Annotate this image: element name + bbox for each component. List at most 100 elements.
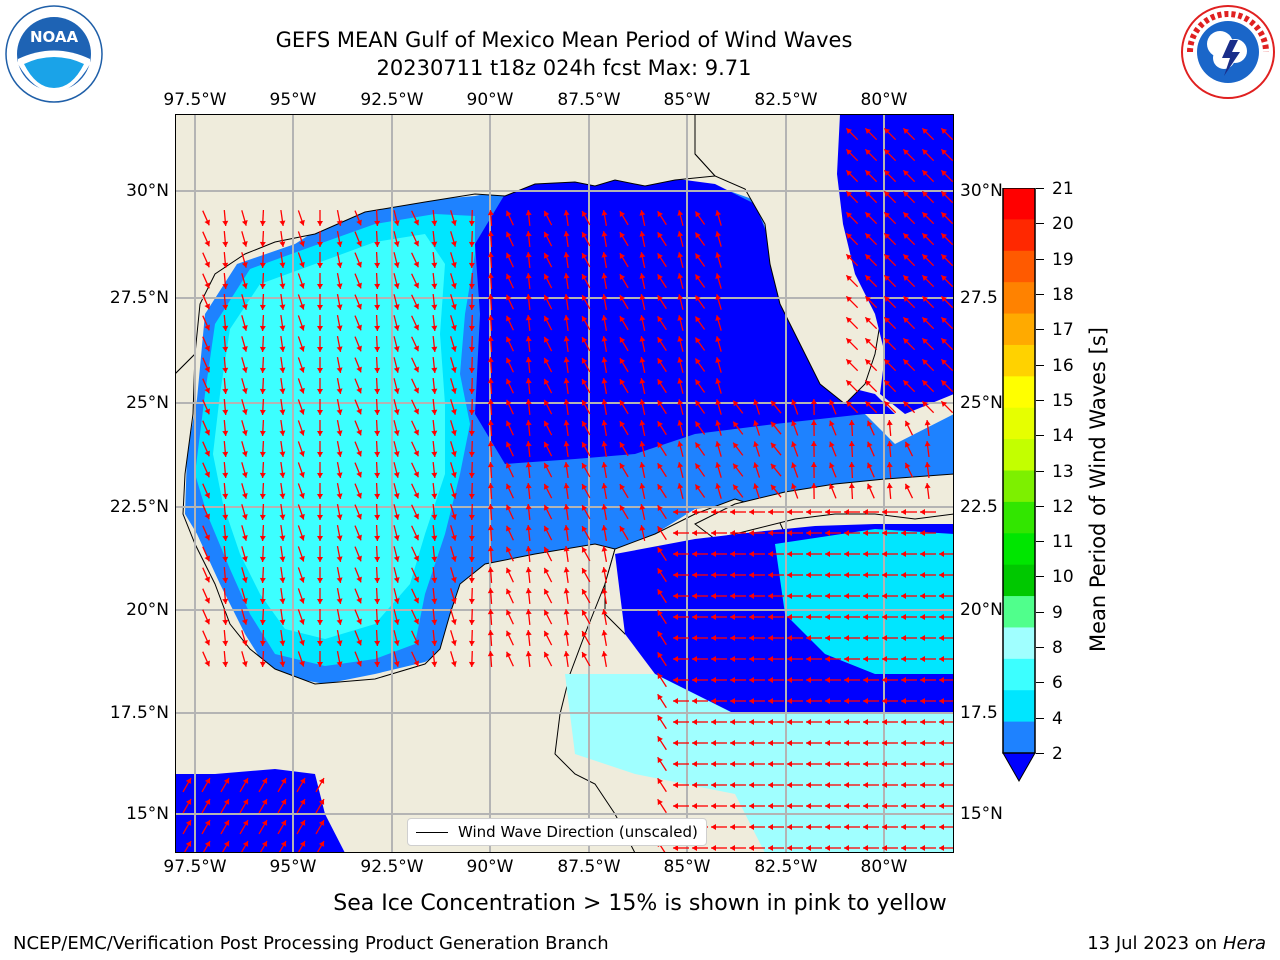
wind-wave-arrow: [845, 400, 859, 414]
wind-wave-arrow: [730, 530, 746, 536]
wind-wave-arrow: [506, 336, 514, 352]
colorbar-tick-mark: [1036, 470, 1044, 472]
wind-wave-arrow: [279, 461, 286, 479]
wind-wave-arrow: [749, 656, 765, 662]
wind-wave-arrow: [864, 148, 878, 162]
wind-wave-arrow: [730, 698, 746, 704]
wind-wave-arrow: [673, 656, 689, 662]
wind-wave-arrow: [715, 231, 722, 247]
wind-wave-arrow: [768, 635, 784, 641]
wind-wave-arrow: [677, 210, 684, 226]
wind-wave-arrow: [901, 698, 917, 704]
wind-wave-arrow: [639, 525, 646, 541]
wind-wave-arrow: [886, 461, 893, 479]
wind-wave-arrow: [581, 546, 591, 562]
wind-wave-arrow: [692, 803, 708, 809]
wind-wave-arrow: [825, 845, 841, 851]
wind-wave-arrow: [619, 504, 629, 520]
wind-wave-arrow: [450, 273, 457, 289]
wind-wave-arrow: [883, 274, 897, 288]
wind-wave-arrow: [768, 803, 784, 809]
wind-wave-arrow: [939, 719, 954, 725]
wind-wave-arrow: [374, 251, 381, 269]
wind-wave-arrow: [883, 211, 897, 225]
wind-wave-arrow: [279, 482, 286, 500]
wind-wave-arrow: [202, 651, 210, 667]
colorbar-segment: [1003, 564, 1035, 597]
wind-wave-arrow: [848, 482, 855, 500]
wind-wave-arrow: [825, 740, 841, 746]
wind-wave-arrow: [864, 253, 878, 267]
colorbar-tick-label: 11: [1052, 532, 1074, 553]
wind-wave-arrow: [810, 482, 817, 500]
colorbar-tick-label: 8: [1052, 638, 1063, 659]
wind-wave-arrow: [692, 719, 708, 725]
wind-wave-arrow: [844, 656, 860, 662]
wind-wave-arrow: [883, 169, 897, 183]
wind-wave-arrow: [431, 587, 438, 605]
wind-wave-arrow: [657, 777, 667, 793]
wind-wave-arrow: [882, 656, 898, 662]
wind-wave-arrow: [883, 190, 897, 204]
wind-wave-arrow: [411, 546, 419, 562]
colorbar-tick-mark: [1036, 611, 1044, 613]
wind-wave-arrow: [882, 635, 898, 641]
wind-wave-arrow: [279, 356, 286, 374]
wind-wave-arrow: [241, 294, 248, 310]
wind-wave-arrow: [563, 482, 570, 500]
wind-wave-arrow: [506, 273, 514, 289]
wind-wave-arrow: [506, 441, 514, 457]
wind-wave-arrow: [921, 148, 935, 162]
nws-logo: [1180, 4, 1276, 100]
wind-wave-arrow: [222, 482, 229, 500]
wind-wave-arrow: [657, 693, 667, 709]
wind-wave-arrow: [806, 782, 822, 788]
wind-wave-arrow: [431, 209, 438, 227]
wind-wave-arrow: [525, 587, 532, 605]
wind-wave-arrow: [844, 782, 860, 788]
wind-wave-arrow: [487, 377, 494, 395]
colorbar-tick-label: 10: [1052, 567, 1074, 588]
wind-wave-arrow: [844, 845, 860, 851]
wind-wave-arrow: [279, 524, 286, 542]
wind-wave-arrow: [657, 651, 667, 667]
wind-wave-arrow: [715, 210, 722, 226]
wind-wave-arrow: [239, 819, 249, 835]
wind-wave-arrow: [921, 379, 935, 393]
wind-wave-arrow: [921, 211, 935, 225]
wind-wave-arrow: [202, 378, 210, 394]
wind-wave-arrow: [677, 294, 684, 310]
wind-wave-arrow: [673, 530, 689, 536]
wind-wave-arrow: [825, 593, 841, 599]
wind-wave-arrow: [525, 545, 532, 563]
wind-wave-arrow: [354, 252, 362, 268]
wind-wave-arrow: [543, 630, 553, 646]
wind-wave-arrow: [525, 251, 532, 269]
wind-wave-arrow: [810, 398, 817, 416]
colorbar-segment: [1003, 658, 1035, 691]
wind-wave-arrow: [317, 630, 323, 646]
wind-wave-arrow: [563, 335, 570, 353]
wind-wave-arrow: [657, 336, 667, 352]
wind-wave-arrow: [639, 294, 646, 310]
wind-wave-arrow: [450, 357, 457, 373]
wind-wave-arrow: [277, 777, 287, 793]
wind-wave-arrow: [202, 399, 210, 415]
wind-wave-arrow: [825, 551, 841, 557]
wind-wave-arrow: [411, 609, 419, 625]
wind-wave-arrow: [787, 782, 803, 788]
wind-wave-arrow: [920, 551, 936, 557]
wind-wave-arrow: [730, 740, 746, 746]
wind-wave-arrow: [902, 211, 916, 225]
wind-wave-arrow: [354, 651, 362, 667]
wind-wave-arrow: [411, 231, 419, 247]
wind-wave-arrow: [393, 588, 400, 604]
wind-wave-arrow: [806, 824, 822, 830]
wind-wave-arrow: [581, 210, 591, 226]
wind-wave-arrow: [883, 379, 897, 393]
wind-wave-arrow: [619, 420, 629, 436]
wind-wave-arrow: [317, 399, 323, 415]
wind-wave-arrow: [882, 803, 898, 809]
wind-wave-arrow: [601, 210, 608, 226]
wind-wave-arrow: [749, 698, 765, 704]
